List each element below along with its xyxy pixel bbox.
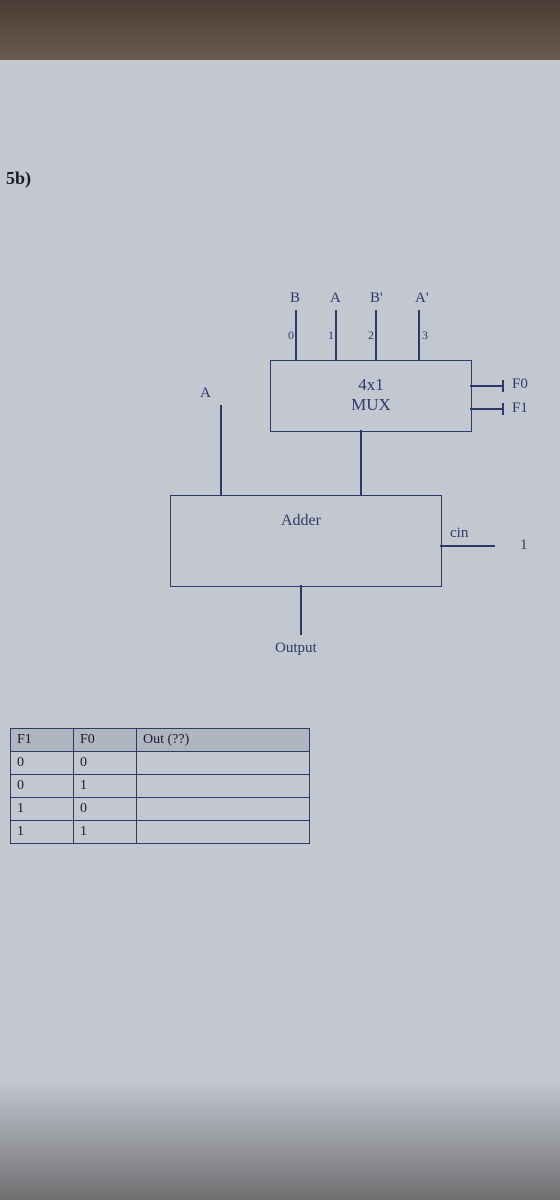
mux-out-label-f1: F1 bbox=[512, 400, 528, 417]
cin-wire bbox=[440, 545, 495, 547]
truth-table-cell: 1 bbox=[74, 821, 137, 844]
truth-table-header-row: F1 F0 Out (??) bbox=[11, 729, 310, 752]
mux-out-wire-f0 bbox=[470, 385, 502, 387]
worksheet-page: 5b) B A B' A' 0 1 2 3 4x1 MUX A F0 F1 bbox=[0, 60, 560, 1200]
mux-out-label-f0: F0 bbox=[512, 376, 528, 393]
cin-value: 1 bbox=[520, 537, 528, 554]
truth-table-cell: 1 bbox=[11, 798, 74, 821]
truth-table-cell bbox=[137, 752, 310, 775]
mux-select-label: A bbox=[200, 385, 211, 402]
truth-table-cell bbox=[137, 821, 310, 844]
truth-table-row: 01 bbox=[11, 775, 310, 798]
truth-table-cell bbox=[137, 775, 310, 798]
truth-table-cell bbox=[137, 798, 310, 821]
truth-table-cell: 1 bbox=[74, 775, 137, 798]
truth-table-cell: 0 bbox=[11, 752, 74, 775]
mux-input-num-1: 1 bbox=[328, 328, 334, 343]
truth-table-row: 10 bbox=[11, 798, 310, 821]
mux-block: 4x1 MUX bbox=[270, 360, 472, 432]
mux-title-1: 4x1 bbox=[271, 375, 471, 395]
photo-bottom-shadow bbox=[0, 1080, 560, 1200]
adder-output-wire bbox=[300, 585, 302, 635]
mux-out-wire-f1 bbox=[470, 408, 502, 410]
output-label: Output bbox=[275, 640, 317, 657]
adder-title: Adder bbox=[281, 512, 441, 530]
truth-table-row: 11 bbox=[11, 821, 310, 844]
mux-input-label-3: A' bbox=[415, 290, 429, 307]
truth-table-cell: 1 bbox=[11, 821, 74, 844]
mux-input-label-2: B' bbox=[370, 290, 383, 307]
mux-out-tick-f0 bbox=[502, 380, 504, 392]
truth-table-cell: 0 bbox=[74, 798, 137, 821]
th-f1: F1 bbox=[11, 729, 74, 752]
mux-input-label-0: B bbox=[290, 290, 300, 307]
mux-title-2: MUX bbox=[271, 395, 471, 415]
mux-input-num-2: 2 bbox=[368, 328, 374, 343]
circuit-diagram: B A B' A' 0 1 2 3 4x1 MUX A F0 F1 bbox=[160, 290, 540, 710]
question-number: 5b) bbox=[6, 168, 31, 189]
mux-input-wire-0 bbox=[295, 310, 297, 360]
photo-top-edge bbox=[0, 0, 560, 60]
truth-table-cell: 0 bbox=[11, 775, 74, 798]
select-wire-vert bbox=[220, 405, 222, 495]
th-out: Out (??) bbox=[137, 729, 310, 752]
truth-table: F1 F0 Out (??) 00011011 bbox=[10, 728, 310, 844]
cin-label: cin bbox=[450, 525, 468, 542]
mux-input-num-3: 3 bbox=[422, 328, 428, 343]
mux-input-wire-3 bbox=[418, 310, 420, 360]
th-f0: F0 bbox=[74, 729, 137, 752]
mux-out-tick-f1 bbox=[502, 403, 504, 415]
mux-input-num-0: 0 bbox=[288, 328, 294, 343]
mux-input-wire-1 bbox=[335, 310, 337, 360]
mux-to-adder-wire bbox=[360, 430, 362, 495]
truth-table-row: 00 bbox=[11, 752, 310, 775]
mux-input-wire-2 bbox=[375, 310, 377, 360]
mux-input-label-1: A bbox=[330, 290, 341, 307]
adder-block: Adder bbox=[170, 495, 442, 587]
truth-table-cell: 0 bbox=[74, 752, 137, 775]
